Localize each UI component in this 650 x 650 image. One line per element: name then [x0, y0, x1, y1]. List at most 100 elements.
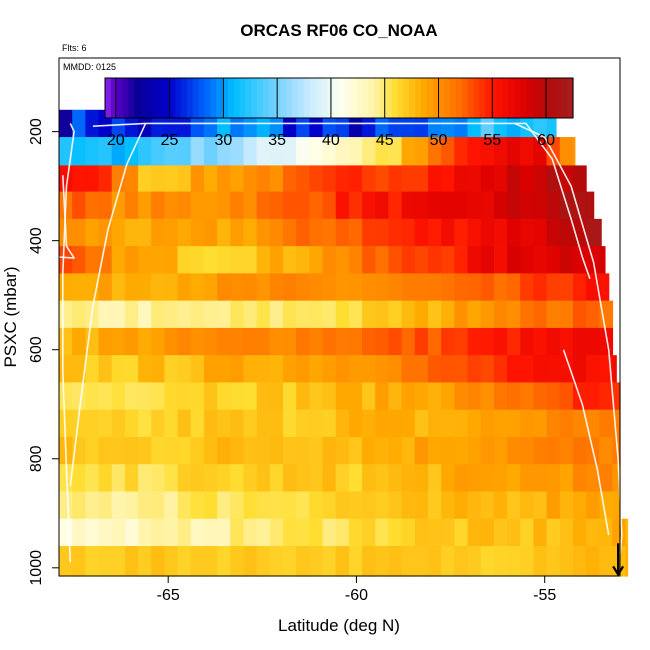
heatmap-cell [203, 355, 218, 384]
heatmap-cell [111, 165, 126, 193]
heatmap-cell [309, 246, 324, 274]
heatmap-cell [217, 518, 231, 547]
heatmap-cell [441, 355, 455, 384]
heatmap-cell [177, 246, 192, 274]
heatmap-cell [256, 355, 271, 384]
heatmap-cell [493, 518, 508, 547]
heatmap-cell [546, 273, 561, 302]
heatmap-cell [520, 546, 534, 577]
colorbar-segment [227, 78, 235, 118]
heatmap-cell [507, 218, 521, 247]
heatmap-cell [164, 436, 179, 465]
heatmap-cell [507, 137, 521, 167]
heatmap-cell [388, 355, 403, 384]
heatmap-cell [217, 327, 231, 356]
heatmap-cell [164, 246, 179, 274]
heatmap-cell [441, 464, 455, 493]
heatmap-cell [230, 409, 245, 438]
heatmap-cell [520, 327, 534, 356]
colorbar-segment [163, 78, 170, 118]
heatmap-cell [230, 464, 245, 493]
heatmap-cell [177, 546, 192, 577]
heatmap-cell [480, 137, 495, 167]
heatmap-cell [72, 218, 86, 247]
heatmap-cell [256, 518, 271, 547]
heatmap-cell [388, 436, 403, 465]
colorbar-segment [339, 78, 346, 118]
heatmap-cell [401, 137, 416, 167]
heatmap-cell [480, 327, 495, 356]
heatmap-cell [507, 518, 521, 547]
heatmap-cell [322, 327, 337, 356]
plot-frame [58, 57, 621, 577]
heatmap-cell [151, 300, 166, 329]
heatmap-cell [401, 491, 416, 520]
heatmap-cell [388, 546, 403, 577]
colorbar-tick-label: 55 [483, 132, 501, 149]
heatmap-cell [111, 518, 126, 547]
heatmap-cell [612, 436, 621, 465]
heatmap-cell [138, 327, 152, 356]
heatmap-cell [217, 137, 231, 167]
heatmap-cell [533, 273, 548, 302]
heatmap-cell [243, 191, 258, 220]
heatmap-cell [612, 409, 621, 438]
heatmap-cell [362, 191, 376, 220]
x-tick-label: -65 [157, 587, 180, 604]
heatmap-cell [164, 191, 179, 220]
heatmap-cell [151, 218, 166, 247]
heatmap-cell [138, 491, 152, 520]
heatmap-cell [375, 246, 390, 274]
heatmap-cell [243, 546, 258, 577]
heatmap-cell [256, 491, 271, 520]
heatmap-cell [309, 382, 324, 411]
heatmap-cell [414, 273, 429, 302]
heatmap-cell [190, 300, 205, 329]
heatmap-cell [138, 300, 152, 329]
heatmap-cell [388, 409, 403, 438]
heatmap-cell [243, 273, 258, 302]
heatmap-cell [414, 246, 429, 274]
heatmap-cell [269, 137, 284, 167]
heatmap-cell [362, 246, 376, 274]
heatmap-cell [217, 382, 231, 411]
heatmap-cell [243, 355, 258, 384]
heatmap-cell [362, 409, 376, 438]
colorbar-segment [280, 78, 287, 118]
heatmap-cell [572, 137, 576, 167]
heatmap-cell [348, 273, 363, 302]
colorbar-segment [303, 78, 311, 118]
colorbar-segment [450, 78, 457, 118]
heatmap-cell [256, 273, 271, 302]
heatmap-cell [296, 491, 310, 520]
colorbar-segment [461, 78, 469, 118]
colorbar-segment [145, 78, 153, 118]
heatmap-cell [230, 165, 245, 193]
heatmap-cell [243, 491, 258, 520]
heatmap-cell [230, 327, 245, 356]
heatmap-cell [296, 191, 310, 220]
heatmap-cell [348, 464, 363, 493]
heatmap-cell [348, 382, 363, 411]
heatmap-cell [454, 327, 469, 356]
heatmap-cell [480, 300, 495, 329]
heatmap-cell [493, 409, 508, 438]
heatmap-cell [520, 137, 534, 167]
heatmap-cell [454, 137, 469, 167]
heatmap-cell [493, 218, 508, 247]
heatmap-cell [414, 300, 429, 329]
heatmap-cell [520, 218, 534, 247]
flights-count: Flts: 6 [62, 43, 87, 53]
heatmap-cell [164, 491, 179, 520]
heatmap-cell [72, 464, 86, 493]
heatmap-cell [572, 327, 587, 356]
heatmap-cell [72, 327, 86, 356]
heatmap-cell [230, 518, 245, 547]
heatmap-cell [72, 109, 86, 138]
heatmap-cell [164, 546, 179, 577]
heatmap-cell [256, 191, 271, 220]
heatmap-cell [59, 300, 73, 329]
heatmap-cell [427, 436, 442, 465]
heatmap-cell [59, 246, 73, 274]
